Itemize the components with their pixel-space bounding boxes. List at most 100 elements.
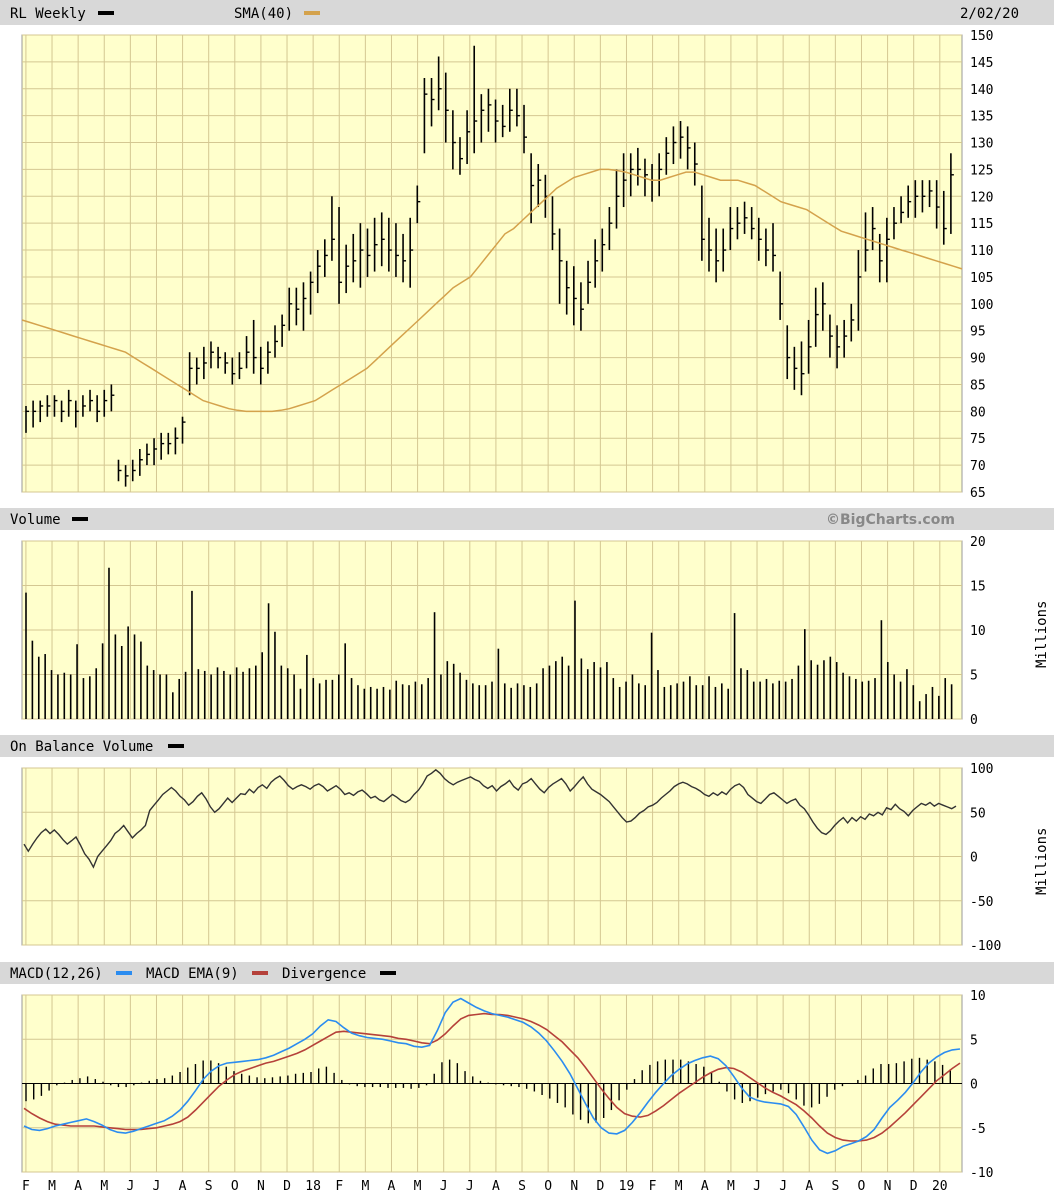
macd-ema-line	[23, 1012, 961, 1142]
y-tick-label: 10	[970, 989, 986, 1004]
macd-ema-legend-swatch	[252, 971, 268, 975]
y-tick-label: 80	[970, 405, 986, 420]
y-tick-label: 10	[970, 624, 986, 639]
x-tick-label: M	[361, 1179, 369, 1194]
volume-unit-label: Millions	[1034, 601, 1050, 668]
volume-bars	[25, 567, 953, 719]
obv-label: On Balance Volume	[10, 739, 153, 755]
x-tick-label: D	[910, 1179, 918, 1194]
x-tick-label: A	[74, 1179, 82, 1194]
macd-legend-swatch	[116, 971, 132, 975]
macd-ema-label: MACD EMA(9)	[146, 966, 239, 982]
x-tick-label: M	[100, 1179, 108, 1194]
y-tick-label: 145	[970, 56, 993, 71]
x-tick-label: A	[388, 1179, 396, 1194]
x-tick-label: O	[858, 1179, 866, 1194]
x-tick-label: M	[414, 1179, 422, 1194]
x-tick-label: S	[205, 1179, 213, 1194]
y-tick-label: 0	[970, 851, 978, 866]
x-tick-label: O	[544, 1179, 552, 1194]
y-tick-label: 50	[970, 806, 986, 821]
x-tick-label: N	[570, 1179, 578, 1194]
x-tick-label: A	[701, 1179, 709, 1194]
y-tick-label: -5	[970, 1122, 986, 1137]
axis-labels: 6570758085909510010511011512012513013514…	[22, 29, 1001, 1194]
volume-label: Volume	[10, 512, 61, 528]
y-tick-label: -10	[970, 1166, 993, 1181]
x-tick-label: A	[805, 1179, 813, 1194]
y-tick-label: 90	[970, 352, 986, 367]
y-tick-label: 95	[970, 325, 986, 340]
sma-label: SMA(40)	[234, 6, 293, 22]
y-tick-label: 100	[970, 762, 993, 777]
y-tick-label: -50	[970, 895, 993, 910]
obv-header-bar	[0, 735, 1054, 757]
x-tick-label: F	[22, 1179, 30, 1194]
y-tick-label: 130	[970, 137, 993, 152]
x-tick-label: A	[179, 1179, 187, 1194]
x-tick-label: J	[153, 1179, 161, 1194]
y-tick-label: 135	[970, 110, 993, 125]
y-tick-label: 0	[970, 713, 978, 728]
macd-label: MACD(12,26)	[10, 966, 103, 982]
date-label: 2/02/20	[960, 6, 1019, 22]
x-tick-label: D	[596, 1179, 604, 1194]
sma-line	[21, 168, 963, 413]
x-tick-label: N	[884, 1179, 892, 1194]
y-tick-label: 105	[970, 271, 993, 286]
x-tick-label: J	[753, 1179, 761, 1194]
price-panel	[21, 34, 963, 493]
price-bars	[21, 45, 963, 487]
y-tick-label: 85	[970, 378, 986, 393]
obv-series-line	[23, 768, 957, 869]
x-tick-label: M	[48, 1179, 56, 1194]
symbol-legend-swatch	[98, 11, 114, 15]
y-tick-label: 140	[970, 83, 993, 98]
y-tick-label: -100	[970, 939, 1001, 954]
y-tick-label: 20	[970, 535, 986, 550]
macd-line	[23, 997, 961, 1155]
divergence-legend-swatch	[380, 971, 396, 975]
macd-lines	[22, 997, 962, 1155]
symbol-label: RL Weekly	[10, 6, 86, 22]
y-tick-label: 120	[970, 190, 993, 205]
y-tick-label: 110	[970, 244, 993, 259]
x-tick-label: J	[779, 1179, 787, 1194]
y-tick-label: 150	[970, 29, 993, 44]
y-tick-label: 5	[970, 669, 978, 684]
x-tick-label: J	[466, 1179, 474, 1194]
x-tick-label: 19	[619, 1179, 635, 1194]
x-tick-label: 20	[932, 1179, 948, 1194]
x-tick-label: J	[126, 1179, 134, 1194]
x-tick-label: A	[492, 1179, 500, 1194]
y-tick-label: 15	[970, 580, 986, 595]
x-tick-label: F	[335, 1179, 343, 1194]
y-tick-label: 100	[970, 298, 993, 313]
x-tick-label: 18	[305, 1179, 321, 1194]
obv-legend-swatch	[168, 744, 184, 748]
y-tick-label: 75	[970, 432, 986, 447]
sma-legend-swatch	[304, 11, 320, 15]
x-tick-label: F	[649, 1179, 657, 1194]
price-header-bar	[0, 0, 1054, 25]
x-tick-label: J	[440, 1179, 448, 1194]
x-tick-label: M	[727, 1179, 735, 1194]
x-tick-label: M	[675, 1179, 683, 1194]
y-tick-label: 125	[970, 163, 993, 178]
x-tick-label: S	[831, 1179, 839, 1194]
y-tick-label: 0	[970, 1078, 978, 1093]
x-tick-label: D	[283, 1179, 291, 1194]
obv-line	[23, 768, 957, 869]
x-tick-label: O	[231, 1179, 239, 1194]
volume-header-bar	[0, 508, 1054, 530]
obv-unit-label: Millions	[1034, 828, 1050, 895]
volume-legend-swatch	[72, 517, 88, 521]
y-tick-label: 70	[970, 459, 986, 474]
y-tick-label: 115	[970, 217, 993, 232]
y-tick-label: 65	[970, 486, 986, 501]
x-tick-label: N	[257, 1179, 265, 1194]
x-tick-label: S	[518, 1179, 526, 1194]
macd-header-bar	[0, 962, 1054, 984]
brand-watermark: ©BigCharts.com	[826, 512, 955, 528]
